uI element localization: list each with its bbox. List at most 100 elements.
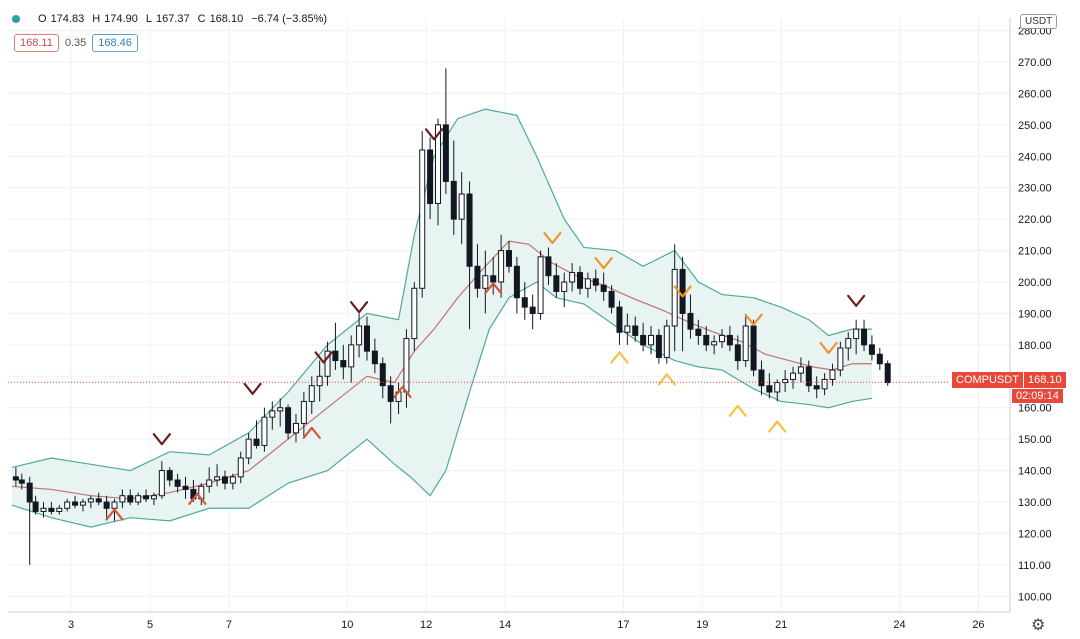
candle-body: [521, 297, 528, 308]
high-label: H: [92, 13, 101, 25]
candle-body: [56, 507, 63, 512]
buy-marker: [393, 385, 412, 399]
candle-body: [490, 275, 497, 283]
candle-body: [600, 284, 607, 292]
last-price-tag: COMPUSDT 168.10: [952, 372, 1066, 388]
candle-body: [79, 501, 86, 506]
chart-grid: [8, 18, 1010, 612]
last-price-symbol: COMPUSDT: [952, 372, 1023, 388]
candle-body: [158, 470, 165, 497]
candle-body: [143, 495, 150, 500]
candle-body: [632, 325, 639, 336]
candle-body: [845, 338, 852, 349]
sell-marker: [349, 301, 369, 314]
candle-body: [671, 268, 678, 327]
candle-body: [48, 507, 55, 512]
open-value: 174.83: [50, 13, 85, 25]
currency-badge[interactable]: USDT: [1020, 14, 1058, 29]
candle-body: [18, 479, 25, 484]
candle-body: [403, 338, 410, 393]
bar-countdown: 02:09:14: [1012, 389, 1063, 403]
high-value: 174.90: [104, 13, 138, 25]
x-tick-label: 10: [341, 619, 353, 631]
candle-body: [592, 278, 599, 286]
sell-marker: [673, 285, 692, 298]
candle-body: [695, 328, 702, 336]
candle-body: [829, 369, 836, 380]
y-tick-label: 250.00: [1018, 120, 1052, 132]
candle-body: [127, 495, 134, 503]
candle-body: [561, 281, 568, 292]
y-tick-label: 150.00: [1018, 434, 1052, 446]
candle-body: [277, 407, 284, 412]
bb-upper-value[interactable]: 168.11: [14, 34, 59, 52]
y-tick-label: 200.00: [1018, 277, 1052, 289]
candle-body: [150, 495, 157, 500]
candle-body: [545, 256, 552, 277]
candle-body: [482, 275, 489, 289]
buy-marker: [105, 508, 124, 521]
buy-marker: [302, 426, 321, 439]
candle-body: [513, 265, 520, 299]
candle-body: [608, 290, 615, 308]
candle-body: [813, 385, 820, 390]
candle-body: [663, 325, 670, 358]
candle-body: [332, 350, 339, 362]
candle-body: [379, 363, 386, 387]
candle-body: [876, 353, 883, 365]
candle-body: [32, 501, 39, 512]
change-value: −6.74 (−3.85%): [251, 13, 328, 25]
sell-marker: [819, 341, 838, 355]
candle-body: [26, 482, 33, 503]
buy-marker: [768, 420, 787, 433]
y-tick-label: 120.00: [1018, 528, 1052, 540]
candle-body: [616, 306, 623, 333]
candle-body: [308, 385, 315, 402]
candle-body: [837, 347, 844, 371]
candle-body: [419, 149, 426, 289]
gear-icon[interactable]: ⚙: [1031, 617, 1046, 634]
x-tick-label: 12: [420, 619, 432, 631]
candle-body: [679, 268, 686, 314]
x-tick-label: 17: [617, 619, 629, 631]
signal-markers: [105, 128, 866, 521]
y-tick-label: 110.00: [1018, 560, 1051, 572]
buy-marker: [610, 351, 629, 364]
candle-body: [261, 416, 268, 446]
y-tick-label: 210.00: [1018, 246, 1052, 258]
candle-body: [853, 328, 860, 340]
open-label: O: [38, 13, 47, 25]
last-price-value: 168.10: [1022, 372, 1066, 388]
candle-body: [64, 501, 71, 509]
candle-body: [750, 325, 757, 371]
low-value: 167.37: [155, 13, 190, 25]
candle-body: [711, 341, 718, 346]
bb-lower-value[interactable]: 168.46: [92, 34, 138, 52]
y-tick-label: 270.00: [1018, 57, 1052, 69]
candle-body: [87, 498, 94, 503]
candle-body: [269, 410, 276, 418]
candle-body: [411, 287, 418, 340]
candle-body: [427, 149, 434, 204]
y-tick-label: 220.00: [1018, 214, 1052, 226]
candle-body: [229, 476, 236, 484]
bollinger-legend: 168.11 0.35 168.46: [14, 34, 138, 52]
ohlc-legend: O 174.83 H 174.90 L 167.37 C 168.10 −6.74 (−…: [12, 13, 327, 25]
candle-body: [474, 265, 481, 289]
candle-body: [324, 350, 331, 377]
candle-body: [174, 479, 181, 487]
y-tick-label: 130.00: [1018, 497, 1052, 509]
candle-body: [245, 438, 252, 459]
candle-body: [553, 275, 560, 292]
candle-body: [774, 382, 781, 393]
candle-body: [640, 334, 647, 346]
candle-body: [506, 250, 512, 267]
upper-band-line: [11, 108, 872, 472]
series-visibility-icon[interactable]: [12, 15, 20, 23]
x-tick-label: 26: [972, 619, 984, 631]
candle-body: [734, 344, 741, 362]
candle-body: [569, 272, 576, 283]
candle-body: [450, 180, 457, 220]
candle-body: [529, 306, 536, 314]
